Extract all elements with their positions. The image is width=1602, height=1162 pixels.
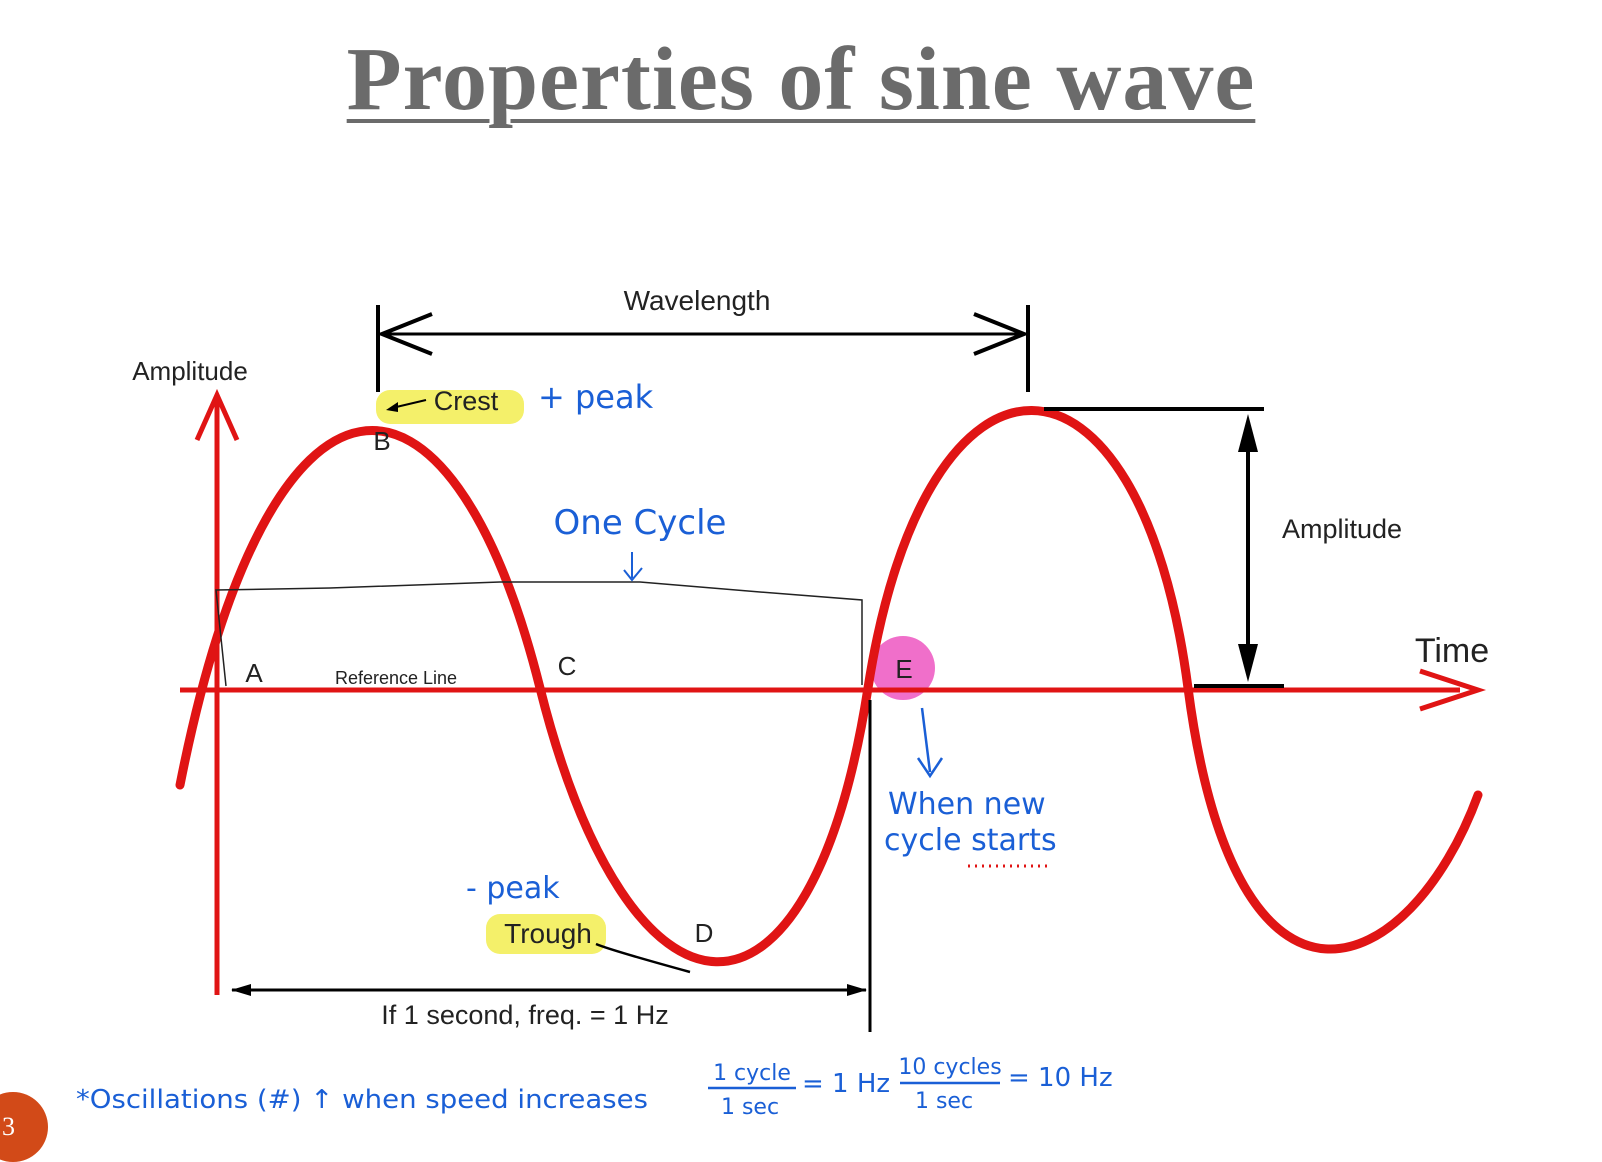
minus-peak-note: - peak xyxy=(466,871,560,906)
time-axis-label: Time xyxy=(1415,632,1489,670)
point-a-label: A xyxy=(245,658,263,688)
crest-label: Crest xyxy=(434,386,499,416)
plus-peak-note: + peak xyxy=(538,378,654,416)
fraction-1-denominator: 1 sec xyxy=(721,1095,779,1120)
slide-title: Properties of sine wave xyxy=(346,30,1256,129)
new-cycle-note-line1: When new xyxy=(888,787,1046,822)
slide-number: 3 xyxy=(2,1112,15,1141)
fraction-2-result: = 10 Hz xyxy=(1008,1063,1113,1093)
new-cycle-note-line2: cycle starts xyxy=(884,823,1057,858)
point-e-label: E xyxy=(895,654,912,684)
amplitude-axis-arrowhead xyxy=(194,388,240,442)
one-cycle-note: One Cycle xyxy=(554,503,727,543)
amplitude-axis-label: Amplitude xyxy=(132,356,248,386)
amplitude-measure-label: Amplitude xyxy=(1282,514,1402,544)
sine-wave xyxy=(175,406,1483,967)
fraction-2-numerator: 10 cycles xyxy=(898,1055,1001,1080)
wavelength-right-arrowhead xyxy=(973,312,1030,356)
wavelength-left-arrowhead xyxy=(376,312,433,356)
fraction-1-result: = 1 Hz xyxy=(802,1069,890,1099)
trough-label: Trough xyxy=(504,918,592,949)
wavelength-label: Wavelength xyxy=(624,285,771,316)
point-c-label: C xyxy=(558,651,577,681)
one-cycle-bracket xyxy=(215,581,863,687)
oscillations-note: *Oscillations (#) ↑ when speed increases xyxy=(76,1085,648,1115)
point-d-label: D xyxy=(695,918,714,948)
trough-leader xyxy=(595,942,691,974)
frequency-note: If 1 second, freq. = 1 Hz xyxy=(381,1000,668,1030)
amplitude-arrowhead-up xyxy=(1238,414,1258,452)
amplitude-arrowhead-down xyxy=(1238,644,1258,682)
time-axis-arrowhead xyxy=(1419,668,1487,712)
reference-line-label: Reference Line xyxy=(335,668,457,688)
trough-highlight xyxy=(486,914,606,954)
crest-highlight xyxy=(376,390,524,424)
new-cycle-arrow xyxy=(916,707,944,779)
crest-leader-head xyxy=(386,402,398,412)
one-cycle-arrow xyxy=(623,552,643,582)
fraction-2-denominator: 1 sec xyxy=(915,1089,973,1114)
point-b-label: B xyxy=(373,426,390,456)
fraction-1-numerator: 1 cycle xyxy=(713,1061,791,1086)
point-e-highlight xyxy=(871,636,935,700)
